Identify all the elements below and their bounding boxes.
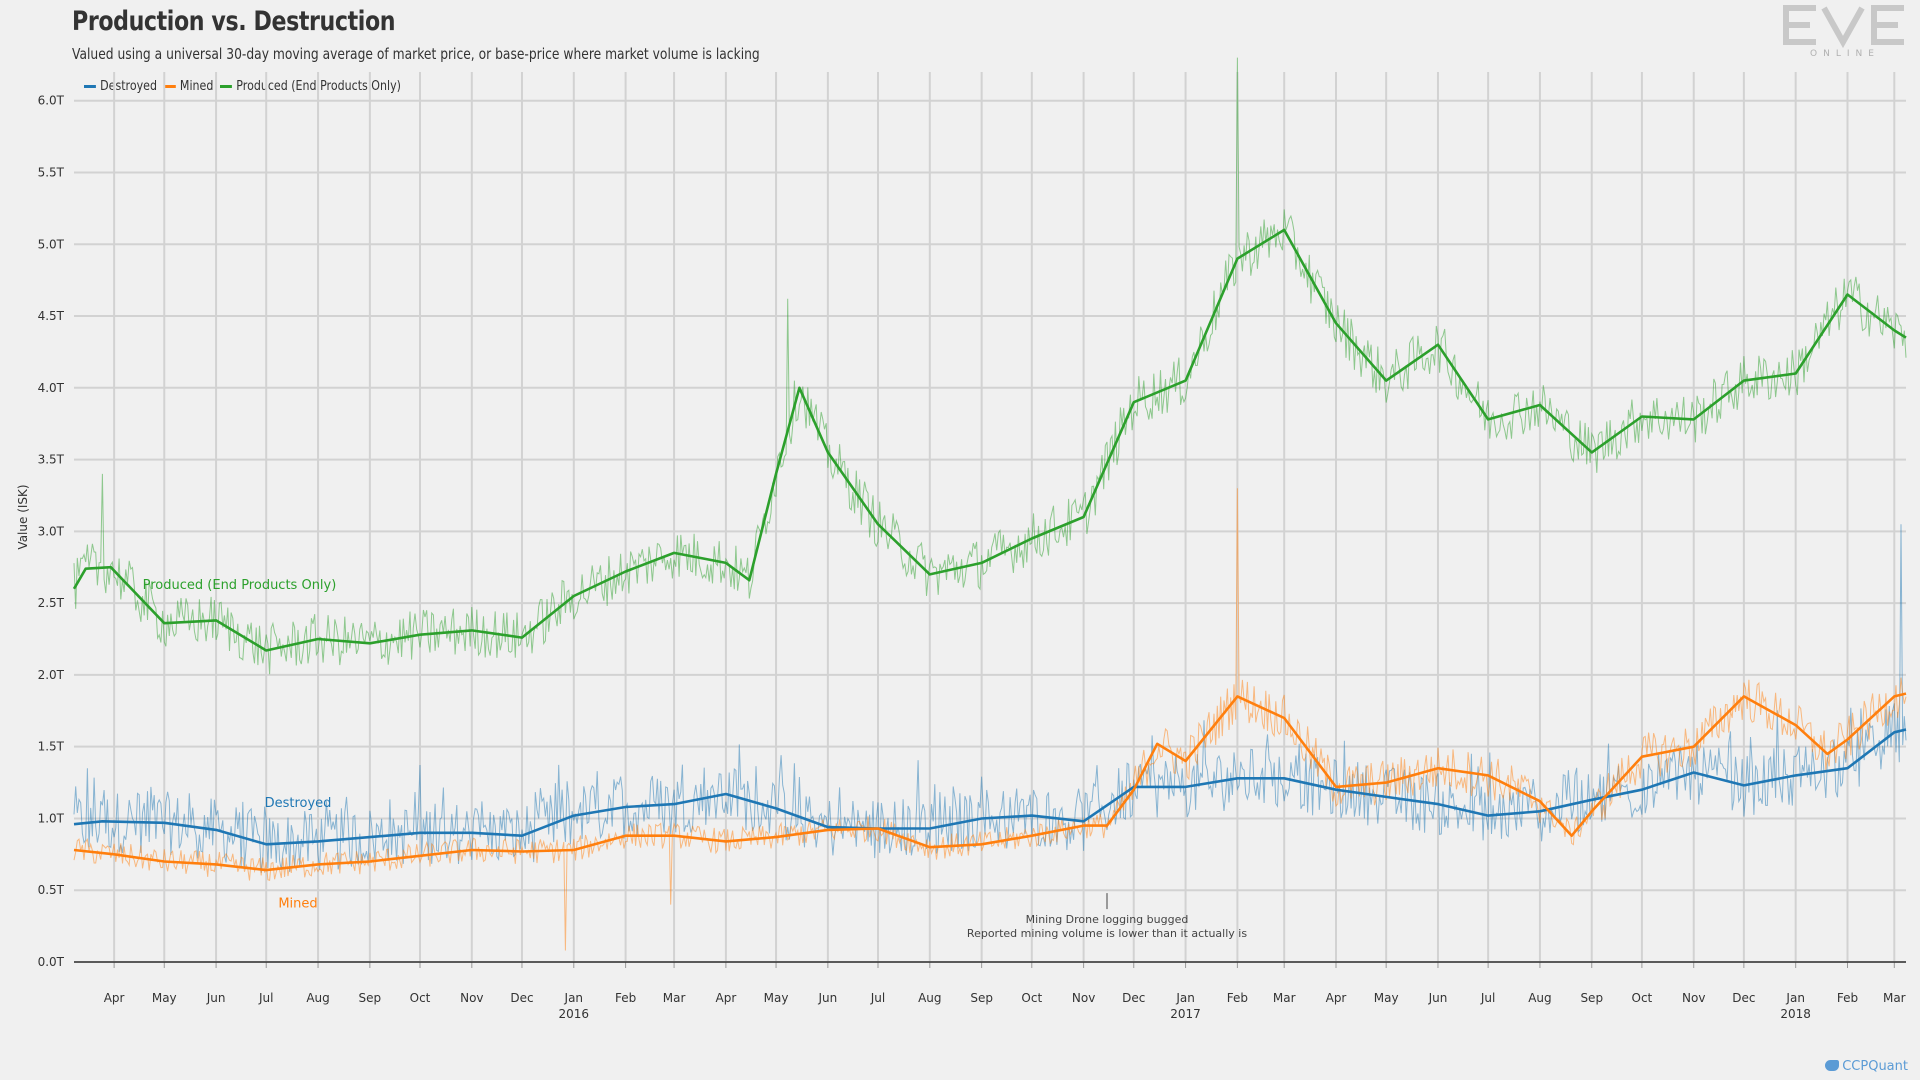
y-tick-label: 1.0T (38, 811, 65, 825)
x-tick-label: Mar (1273, 991, 1296, 1005)
x-tick-label: Jun (1428, 991, 1448, 1005)
x-tick-label: Nov (1072, 991, 1095, 1005)
x-year-label: 2016 (559, 1007, 590, 1021)
series-label: Mined (278, 896, 317, 911)
y-tick-label: 4.0T (38, 381, 65, 395)
eve-online-logo: ONLINE (1783, 5, 1904, 59)
y-tick-label: 4.5T (38, 309, 65, 323)
series-daily-line (73, 524, 1907, 873)
x-tick-label: Mar (1883, 991, 1906, 1005)
x-tick-label: Oct (410, 991, 431, 1005)
x-tick-label: Aug (306, 991, 329, 1005)
x-tick-label: May (1374, 991, 1399, 1005)
x-tick-label: Jun (206, 991, 226, 1005)
x-tick-label: May (152, 991, 177, 1005)
legend-label: Mined (179, 79, 214, 94)
x-tick-label: Jul (1480, 991, 1495, 1005)
series-line (73, 728, 1907, 846)
x-year-label: 2018 (1780, 1007, 1811, 1021)
x-tick-label: Jun (817, 991, 837, 1005)
legend-item: Mined (163, 79, 214, 94)
legend-swatch (220, 85, 233, 88)
x-tick-label: Jan (564, 991, 584, 1005)
legend-swatch (84, 85, 96, 88)
x-tick-label: Feb (1837, 991, 1858, 1005)
x-tick-label: Mar (663, 991, 686, 1005)
annotation-line-1: Mining Drone logging bugged (1026, 913, 1189, 926)
x-tick-label: Apr (104, 991, 125, 1005)
x-tick-label: Feb (1227, 991, 1248, 1005)
series-daily-group (73, 524, 1907, 873)
series-line (73, 692, 1907, 872)
y-tick-label: 0.5T (38, 883, 65, 897)
x-tick-label: May (764, 991, 789, 1005)
chart-subtitle: Valued using a universal 30-day moving a… (72, 45, 760, 63)
x-tick-label: Aug (918, 991, 941, 1005)
y-tick-label: 5.5T (38, 165, 65, 179)
y-axis-label: Value (ISK) (16, 484, 30, 549)
x-tick-label: Sep (1580, 991, 1603, 1005)
x-tick-label: Sep (970, 991, 993, 1005)
legend-swatch (163, 85, 176, 88)
x-tick-label: Jul (870, 991, 885, 1005)
x-tick-label: Nov (460, 991, 483, 1005)
x-tick-label: Sep (359, 991, 382, 1005)
x-tick-label: Oct (1021, 991, 1042, 1005)
y-tick-label: 2.5T (38, 596, 65, 610)
x-tick-label: Dec (1732, 991, 1755, 1005)
y-tick-label: 5.0T (38, 237, 65, 251)
x-tick-label: Nov (1682, 991, 1705, 1005)
x-tick-label: Apr (716, 991, 737, 1005)
credit-handle: CCPQuant (1842, 1059, 1908, 1074)
y-tick-label: 6.0T (38, 94, 65, 108)
series-label: Destroyed (265, 796, 332, 811)
twitter-bird-icon (1825, 1060, 1840, 1071)
chart-title: Production vs. Destruction (72, 6, 396, 37)
x-tick-label: Jul (258, 991, 273, 1005)
logo-tagline: ONLINE (1810, 49, 1880, 59)
x-year-label: 2017 (1170, 1007, 1201, 1021)
y-tick-label: 0.0T (38, 955, 65, 969)
y-tick-label: 1.5T (38, 740, 65, 754)
x-tick-label: Dec (1122, 991, 1145, 1005)
y-tick-label: 3.0T (38, 524, 65, 538)
series-daily-line (73, 57, 1907, 675)
credit: CCPQuant (1825, 1059, 1908, 1074)
x-tick-label: Oct (1632, 991, 1653, 1005)
annotation-line-2: Reported mining volume is lower than it … (967, 927, 1247, 940)
series-line (72, 228, 1907, 652)
x-tick-label: Aug (1528, 991, 1551, 1005)
x-tick-label: Jan (1785, 991, 1805, 1005)
y-tick-label: 3.5T (38, 453, 65, 467)
x-tick-label: Jan (1175, 991, 1195, 1005)
y-tick-label: 2.0T (38, 668, 65, 682)
series-daily-group (73, 57, 1907, 675)
x-tick-label: Apr (1326, 991, 1347, 1005)
series-label: Produced (End Products Only) (143, 578, 337, 593)
x-tick-label: Feb (615, 991, 636, 1005)
x-tick-label: Dec (510, 991, 533, 1005)
